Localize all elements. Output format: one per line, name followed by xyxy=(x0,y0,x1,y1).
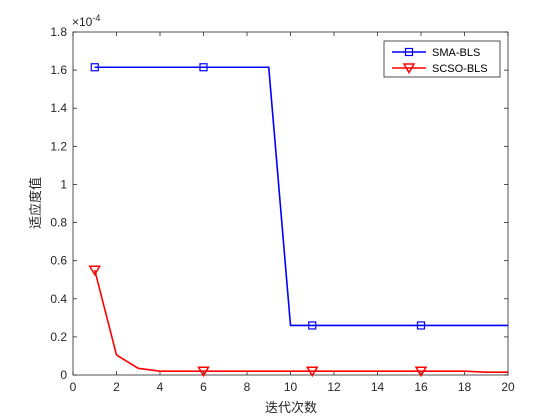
y-tick-label: 0.4 xyxy=(50,292,67,306)
data-point-marker xyxy=(197,366,210,378)
x-tick-label: 20 xyxy=(501,380,515,394)
y-tick-label: 1 xyxy=(60,177,67,191)
y-tick-label: 1.4 xyxy=(50,101,67,115)
data-point-marker xyxy=(199,63,208,72)
series-line-sma-bls xyxy=(94,66,508,327)
x-tick-label: 10 xyxy=(284,380,298,394)
series-sma-bls xyxy=(90,63,508,330)
x-tick-label: 12 xyxy=(327,380,341,394)
y-axis-title: 适应度值 xyxy=(28,177,44,229)
x-tick-label: 8 xyxy=(244,380,251,394)
legend-marker xyxy=(402,63,416,74)
legend-label: SMA-BLS xyxy=(432,47,480,59)
data-point-marker xyxy=(308,321,317,330)
legend-label: SCSO-BLS xyxy=(432,63,488,75)
y-tick-label: 0 xyxy=(60,368,67,382)
y-tick-label: 1.6 xyxy=(50,63,67,77)
legend-marker xyxy=(404,47,414,57)
x-tick-label: 14 xyxy=(371,380,385,394)
x-axis-title: 迭代次数 xyxy=(265,400,317,416)
data-point-marker xyxy=(416,321,426,330)
data-point-marker xyxy=(88,265,102,277)
y-tick-label: 0.8 xyxy=(50,216,67,230)
x-tick-label: 16 xyxy=(414,380,428,394)
legend-box xyxy=(383,40,501,78)
y-tick-label: 1.8 xyxy=(50,25,67,39)
series-layer xyxy=(88,63,508,378)
y-tick-label: 0.2 xyxy=(50,330,67,344)
y-tick-label: 0.6 xyxy=(50,254,67,268)
y-tick-label: 1.2 xyxy=(50,139,67,153)
data-point-marker xyxy=(414,366,428,378)
series-line-scso-bls xyxy=(93,269,508,373)
x-tick-label: 18 xyxy=(458,380,472,394)
x-tick-label: 2 xyxy=(113,380,120,394)
axis-ticks: 0 2 4 6 8 10 12 14 16 18 20 0 0.2 0.4 0.6 0.8 1 1.2 1.4 1.6… xyxy=(50,25,515,394)
x-tick-label: 6 xyxy=(200,380,207,394)
x-tick-label: 4 xyxy=(157,380,164,394)
y-multiplier: ×10-4 xyxy=(72,13,100,29)
x-tick-label: 0 xyxy=(70,380,77,394)
series-scso-bls xyxy=(88,265,508,378)
legend: SMA-BLS SCSO-BLS xyxy=(383,40,501,78)
data-point-marker xyxy=(305,366,319,378)
data-point-marker xyxy=(90,63,99,72)
